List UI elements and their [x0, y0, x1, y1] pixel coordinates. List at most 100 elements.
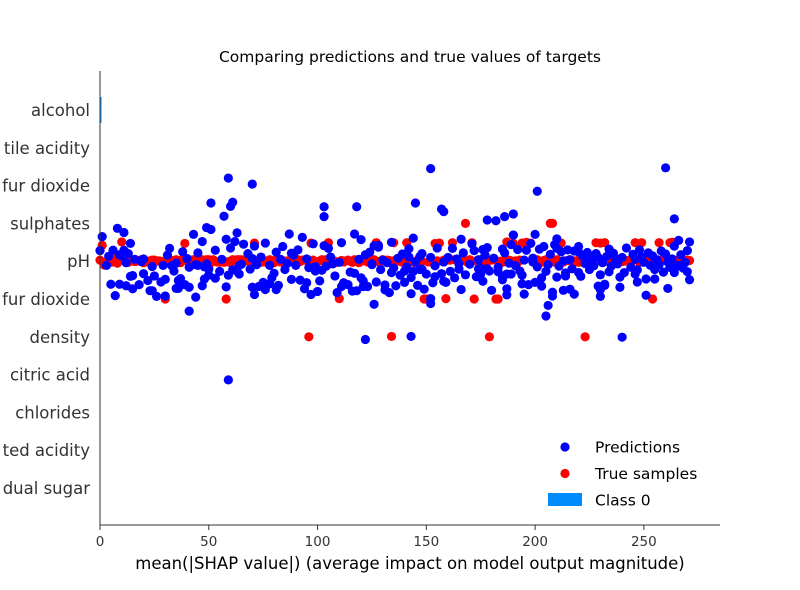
- prediction-point: [450, 273, 460, 283]
- prediction-point: [658, 267, 669, 277]
- legend: Predictions True samples Class 0: [548, 439, 697, 510]
- prediction-point: [204, 270, 214, 280]
- prediction-point: [247, 253, 257, 264]
- prediction-point: [537, 273, 547, 283]
- prediction-point: [519, 255, 529, 265]
- prediction-point: [382, 258, 392, 268]
- y-axis-labels: alcohol tile acidity fur dioxide sulphates p…: [2, 101, 90, 498]
- legend-label: True samples: [594, 465, 697, 483]
- prediction-point: [482, 215, 492, 225]
- true-sample-point: [469, 294, 479, 304]
- prediction-point: [171, 258, 181, 268]
- y-tick-label: sulphates: [10, 214, 90, 233]
- true-sample-point: [117, 237, 127, 247]
- prediction-point: [682, 246, 692, 256]
- prediction-point: [223, 375, 233, 385]
- prediction-point: [513, 244, 523, 255]
- prediction-point: [439, 276, 449, 286]
- prediction-point: [184, 282, 194, 292]
- prediction-point: [282, 258, 292, 269]
- prediction-point: [595, 291, 605, 301]
- prediction-point: [399, 277, 410, 287]
- prediction-point: [661, 163, 671, 173]
- prediction-point: [619, 267, 629, 278]
- prediction-point: [297, 232, 307, 242]
- prediction-point: [210, 245, 220, 255]
- prediction-point: [138, 254, 149, 264]
- prediction-point: [399, 266, 410, 276]
- prediction-point: [247, 179, 257, 189]
- predictions-points: [95, 163, 695, 385]
- prediction-point: [663, 283, 673, 294]
- legend-marker: [560, 468, 570, 479]
- prediction-point: [147, 261, 157, 272]
- prediction-point: [521, 245, 531, 255]
- prediction-point: [134, 280, 144, 290]
- prediction-point: [552, 234, 562, 244]
- prediction-point: [260, 238, 270, 248]
- prediction-point: [178, 247, 188, 257]
- prediction-point: [669, 214, 679, 224]
- prediction-point: [217, 254, 227, 264]
- y-tick-label: tile acidity: [4, 139, 90, 158]
- prediction-point: [336, 238, 347, 248]
- x-tick-label: 50: [200, 534, 217, 550]
- prediction-point: [245, 264, 255, 274]
- x-axis-label: mean(|SHAP value|) (average impact on mo…: [135, 554, 685, 573]
- prediction-point: [160, 291, 170, 301]
- prediction-point: [682, 267, 692, 277]
- prediction-point: [369, 299, 379, 309]
- prediction-point: [173, 275, 183, 286]
- prediction-point: [478, 244, 488, 255]
- prediction-point: [119, 227, 129, 238]
- prediction-point: [447, 243, 458, 253]
- prediction-point: [669, 267, 679, 278]
- prediction-point: [406, 289, 416, 299]
- y-tick-label: citric acid: [10, 366, 90, 385]
- prediction-point: [114, 250, 125, 260]
- prediction-point: [206, 224, 216, 235]
- prediction-point: [530, 277, 540, 287]
- prediction-point: [165, 243, 175, 253]
- prediction-point: [234, 269, 244, 279]
- prediction-point: [634, 245, 645, 255]
- prediction-point: [284, 229, 294, 239]
- prediction-point: [676, 250, 686, 260]
- prediction-point: [286, 248, 297, 258]
- prediction-point: [404, 252, 414, 262]
- prediction-point: [508, 209, 518, 219]
- prediction-point: [302, 278, 312, 288]
- prediction-point: [386, 267, 397, 278]
- prediction-point: [621, 243, 632, 253]
- prediction-point: [473, 264, 484, 274]
- prediction-point: [193, 260, 203, 270]
- prediction-point: [654, 260, 664, 270]
- prediction-point: [630, 269, 640, 279]
- prediction-point: [519, 289, 529, 299]
- prediction-point: [223, 173, 233, 183]
- y-tick-label: alcohol: [31, 101, 90, 120]
- x-tick-label: 0: [96, 534, 105, 550]
- prediction-point: [184, 306, 194, 316]
- prediction-point: [486, 285, 497, 295]
- prediction-point: [158, 260, 168, 270]
- true-sample-point: [460, 218, 471, 228]
- prediction-point: [478, 276, 488, 286]
- prediction-point: [426, 252, 436, 263]
- prediction-point: [238, 239, 249, 249]
- prediction-point: [458, 248, 468, 258]
- prediction-point: [617, 332, 627, 342]
- prediction-point: [684, 237, 695, 247]
- prediction-point: [443, 252, 453, 263]
- prediction-point: [278, 241, 288, 252]
- prediction-point: [249, 289, 260, 300]
- prediction-point: [541, 311, 551, 321]
- prediction-point: [143, 275, 153, 286]
- prediction-point: [219, 211, 229, 221]
- prediction-point: [319, 212, 329, 222]
- prediction-point: [641, 274, 651, 284]
- prediction-point: [367, 259, 377, 269]
- prediction-point: [604, 267, 614, 277]
- prediction-point: [171, 283, 181, 294]
- prediction-point: [206, 198, 216, 208]
